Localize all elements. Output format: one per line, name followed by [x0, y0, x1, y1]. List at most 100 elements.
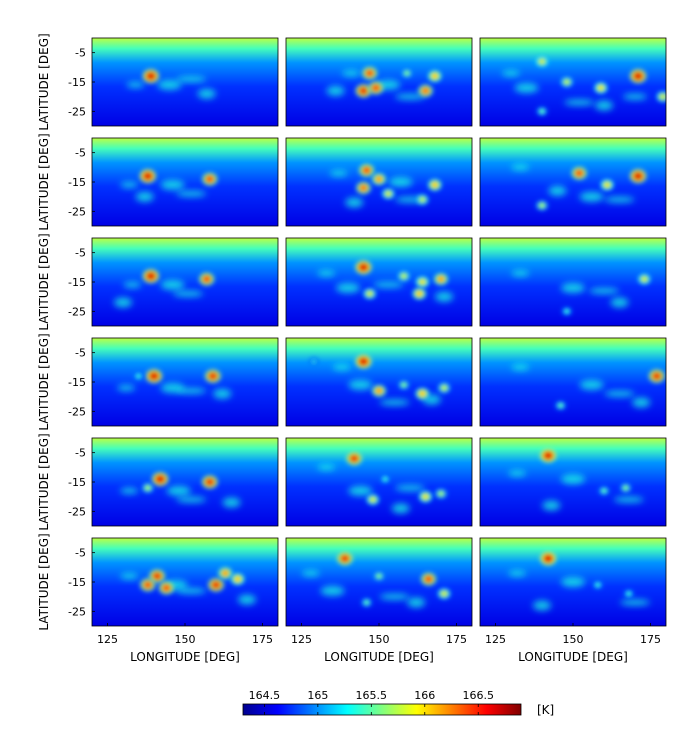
panel-background [92, 138, 278, 226]
filament [620, 599, 650, 606]
filament [160, 279, 185, 290]
panel-background [286, 538, 472, 626]
filament [407, 597, 426, 608]
hotspot [370, 171, 388, 187]
hotspot [433, 487, 449, 500]
hotspot [366, 79, 386, 96]
x-tick-label: 175 [446, 633, 467, 646]
panel-r1-c2 [285, 37, 473, 127]
filament [213, 388, 232, 399]
hotspot [372, 570, 386, 582]
y-tick-label: -15 [68, 276, 86, 289]
panel-frame [285, 37, 473, 127]
hotspot [560, 306, 574, 317]
filament [348, 485, 373, 496]
filament [589, 287, 619, 294]
colorbar-tick-label: 166 [414, 689, 435, 702]
y-tick-label: -15 [68, 176, 86, 189]
filament [126, 81, 145, 88]
filament [623, 93, 647, 100]
y-tick-label: -5 [75, 47, 86, 60]
filament [160, 179, 185, 190]
y-axis-label: LATITUDE [DEG] [37, 433, 51, 530]
filament [511, 164, 530, 171]
hotspot [380, 187, 397, 201]
filament [613, 496, 644, 503]
hotspot [360, 65, 380, 82]
filament [514, 82, 539, 93]
filament [561, 282, 585, 293]
y-tick-label: -5 [75, 547, 86, 560]
panel-frame [479, 437, 667, 527]
filament [176, 76, 207, 83]
panel-frame [285, 137, 473, 227]
hotspot [591, 579, 605, 591]
colorbar-bar [242, 703, 522, 716]
colorbar-tick-label: 165.5 [356, 689, 388, 702]
filament [533, 600, 551, 611]
panel-r2-c2 [285, 137, 473, 227]
filament [135, 191, 154, 202]
filament [379, 399, 410, 406]
hotspot [410, 286, 428, 301]
y-tick-label: -25 [68, 405, 86, 418]
x-tick-label: 125 [97, 633, 118, 646]
hotspot [535, 105, 549, 117]
y-tick-label: -5 [75, 447, 86, 460]
filament [222, 497, 241, 508]
x-axis-label: LONGITUDE [DEG] [324, 650, 434, 664]
y-axis-label: LATITUDE [DEG] [37, 233, 51, 330]
hotspot [417, 489, 434, 504]
y-axis-label: LATITUDE [DEG] [37, 333, 51, 430]
panel-frame [285, 437, 473, 527]
hotspot [357, 162, 376, 179]
filament [508, 470, 527, 477]
filament [388, 177, 413, 187]
hotspot [426, 68, 444, 84]
hotspot [150, 470, 171, 488]
filament [326, 85, 345, 96]
filament [595, 100, 613, 111]
hotspot [534, 54, 550, 69]
filament [329, 170, 348, 177]
y-tick-label: -15 [68, 576, 86, 589]
y-tick-label: -5 [75, 347, 86, 360]
y-axis-label: LATITUDE [DEG] [37, 533, 51, 630]
hotspot [370, 383, 388, 399]
filament [317, 464, 336, 471]
hotspot [628, 167, 649, 185]
panel-frame [479, 237, 667, 327]
colorbar: 164.5 165 165.5 166 166.5 [K] [242, 689, 554, 717]
hotspot [140, 481, 155, 494]
colorbar-tick-label: 166.5 [462, 689, 494, 702]
hotspot [436, 381, 452, 395]
filament [579, 379, 604, 390]
hotspot [308, 356, 320, 367]
filament [508, 570, 527, 577]
filament [197, 88, 216, 99]
hotspot [138, 576, 158, 593]
panel-r4-c3 [479, 337, 667, 427]
panel-frame [285, 337, 473, 427]
panel-r4-c1: -5 -15 -25 LATITUDE [DEG] [37, 333, 279, 431]
filament [123, 281, 142, 288]
hotspot [592, 81, 609, 95]
hotspot [137, 167, 158, 185]
filament [502, 70, 520, 77]
filament [610, 297, 629, 308]
filament [157, 79, 182, 90]
panel-background [92, 38, 278, 126]
hotspot [197, 271, 217, 288]
panel-frame [479, 337, 667, 427]
filament [348, 379, 373, 390]
filament [604, 196, 635, 203]
hotspot [157, 579, 176, 596]
panel-r5-c1: -5 -15 -25 LATITUDE [DEG] [37, 433, 279, 531]
filament [176, 496, 207, 503]
hotspot [647, 367, 666, 385]
x-tick-label: 150 [369, 633, 390, 646]
hotspot [361, 287, 378, 301]
hotspot [203, 367, 223, 385]
hotspot [597, 485, 611, 497]
